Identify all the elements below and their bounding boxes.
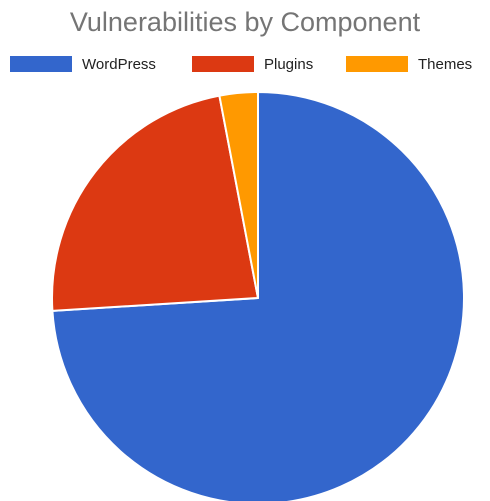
legend-swatch-themes — [346, 56, 408, 72]
pie-slice-themes[interactable] — [218, 91, 259, 299]
legend-swatch-wordpress — [10, 56, 72, 72]
legend: WordPress Plugins Themes — [0, 54, 490, 74]
chart-title: Vulnerabilities by Component — [69, 7, 421, 37]
legend-item-wordpress[interactable]: WordPress — [10, 54, 156, 74]
legend-label-themes: Themes — [418, 55, 473, 73]
legend-label-wordpress: WordPress — [82, 55, 156, 73]
legend-label-plugins: Plugins — [264, 55, 314, 73]
pie-slice-plugins[interactable] — [51, 94, 259, 312]
legend-item-themes[interactable]: Themes — [346, 54, 472, 74]
legend-swatch-plugins — [192, 56, 254, 72]
legend-item-plugins[interactable]: Plugins — [192, 54, 313, 74]
